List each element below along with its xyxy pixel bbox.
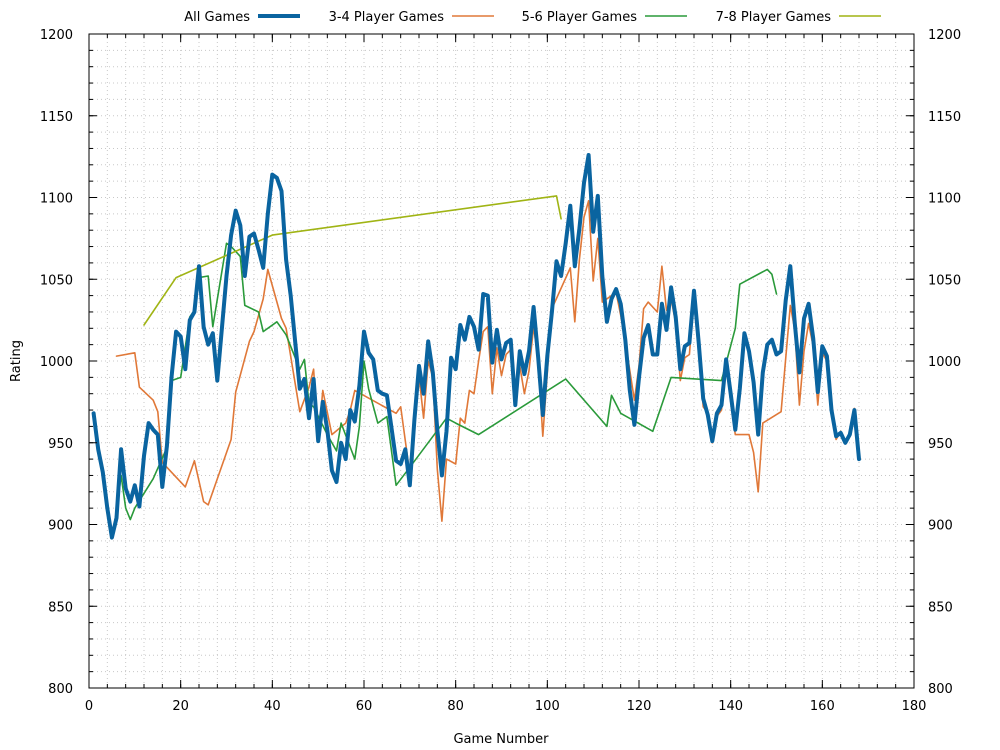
series-lines [91,153,861,540]
y-tick-label-right: 1100 [928,192,961,207]
x-tick-label: 180 [902,699,927,714]
y-tick-label-left: 1150 [40,110,73,125]
y-axis-left: 800 850 900 950 1000 1050 1100 1150 1200 [40,28,97,697]
legend-label: All Games [184,10,250,25]
y-tick-label-right: 900 [928,519,953,534]
x-tick-label: 0 [85,699,93,714]
x-tick-label: 120 [627,699,652,714]
y-axis-label: Rating [9,340,24,382]
y-tick-label-left: 800 [48,682,73,697]
y-tick-label-right: 1200 [928,28,961,43]
y-axis-right: 800 850 900 950 1000 1050 1100 1150 1200 [906,28,961,697]
y-tick-label-right: 1000 [928,355,961,370]
y-tick-label-left: 1000 [40,355,73,370]
series-line-all-games [91,153,861,540]
y-tick-label-right: 1150 [928,110,961,125]
legend-label: 5-6 Player Games [522,10,638,25]
x-tick-label: 140 [718,699,743,714]
series-line-7-8-player-games [143,195,562,326]
y-tick-label-left: 950 [48,437,73,452]
legend-label: 7-8 Player Games [716,10,832,25]
x-tick-label: 100 [535,699,560,714]
x-tick-label: 40 [264,699,281,714]
x-tick-label: 80 [447,699,464,714]
legend: All Games 3-4 Player Games 5-6 Player Game… [184,10,881,25]
y-tick-label-left: 1200 [40,28,73,43]
x-tick-label: 20 [172,699,189,714]
y-tick-label-right: 850 [928,600,953,615]
series-line-5-6-player-games [92,242,778,539]
grid [89,34,914,688]
y-tick-label-right: 950 [928,437,953,452]
legend-label: 3-4 Player Games [329,10,445,25]
y-tick-label-left: 1050 [40,273,73,288]
y-tick-label-right: 1050 [928,273,961,288]
x-tick-label: 160 [810,699,835,714]
x-tick-label: 60 [356,699,373,714]
y-tick-label-right: 800 [928,682,953,697]
y-tick-label-left: 1100 [40,192,73,207]
x-axis-label: Game Number [453,732,549,747]
y-tick-label-left: 850 [48,600,73,615]
x-axis: 0 20 40 60 80 100 120 140 160 180 [85,34,927,714]
y-tick-label-left: 900 [48,519,73,534]
